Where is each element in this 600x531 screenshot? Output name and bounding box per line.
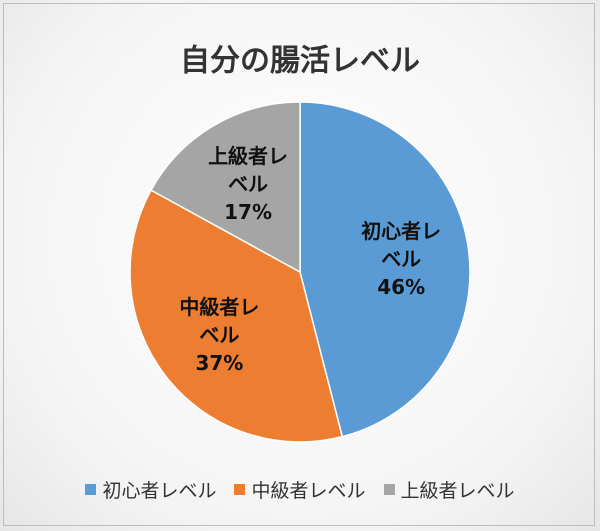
- legend-item: 上級者レベル: [383, 476, 515, 503]
- pie-slice: [150, 101, 301, 274]
- legend-label: 上級者レベル: [400, 480, 515, 502]
- data-label-value: 37%: [195, 350, 244, 375]
- data-label-category: 中級者レベル: [179, 294, 260, 347]
- legend-label: 中級者レベル: [251, 480, 366, 502]
- data-label: 中級者レベル 37%: [171, 293, 267, 377]
- pie-slice: [129, 189, 344, 443]
- data-label: 上級者レベル 17%: [200, 142, 296, 226]
- data-label-category: 上級者レベル: [208, 144, 289, 197]
- legend-swatch: [383, 484, 395, 495]
- chart-border: [3, 3, 595, 526]
- data-label: 初心者レベル 46%: [353, 217, 449, 301]
- legend-swatch: [234, 484, 246, 495]
- data-label-category: 初心者レベル: [361, 219, 442, 272]
- legend: 初心者レベル 中級者レベル 上級者レベル: [0, 476, 600, 503]
- chart-title: 自分の腸活レベル: [180, 44, 420, 79]
- legend-item: 初心者レベル: [85, 476, 216, 503]
- data-label-value: 46%: [377, 275, 426, 300]
- pie-slice: [299, 101, 471, 438]
- data-label-value: 17%: [224, 200, 272, 225]
- legend-swatch: [85, 484, 97, 495]
- legend-label: 初心者レベル: [102, 480, 217, 502]
- legend-item: 中級者レベル: [234, 476, 366, 503]
